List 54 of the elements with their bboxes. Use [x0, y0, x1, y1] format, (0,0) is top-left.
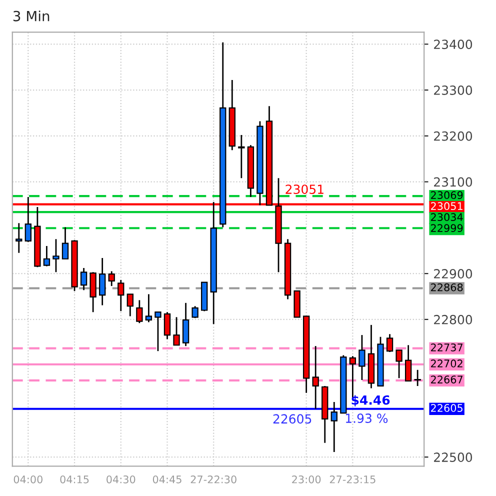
- annotation: 23051: [286, 184, 324, 194]
- candlestick: [52, 238, 60, 273]
- x-tick-label: 23:00: [292, 475, 321, 484]
- y-tick-label: 23300: [434, 86, 472, 95]
- candlestick: [173, 316, 180, 346]
- candlestick: [99, 257, 106, 306]
- ref-line-label: 22702: [431, 360, 462, 368]
- candlestick: [238, 134, 245, 179]
- candlestick: [24, 196, 32, 243]
- y-tick-label: 23200: [434, 131, 472, 141]
- ref-line-label: 22737: [431, 343, 462, 352]
- y-tick-label: 23400: [434, 40, 472, 50]
- ref-line-label: 22868: [431, 283, 463, 292]
- ref-line-label: 22667: [431, 376, 462, 384]
- ref-line-label: 23034: [431, 213, 463, 222]
- x-tick-label: 04:00: [14, 475, 42, 484]
- candlestick: [16, 222, 22, 254]
- candlestick: [118, 279, 124, 312]
- y-tick-label: 22800: [434, 314, 472, 324]
- candlestick: [62, 226, 69, 260]
- x-tick-label: 27-23:15: [330, 475, 376, 484]
- candlestick: [145, 294, 152, 323]
- ref-line-label: 23051: [431, 202, 462, 210]
- ref-line-label: 22999: [431, 224, 463, 232]
- candlestick: [182, 302, 190, 347]
- candlestick: [90, 271, 96, 313]
- candlestick: [396, 349, 402, 379]
- x-tick-label: 04:15: [60, 475, 89, 484]
- candlestick: [358, 334, 366, 381]
- candlestick: [126, 294, 134, 317]
- annotation: 22605: [273, 414, 312, 424]
- x-tick-label: 04:30: [106, 475, 136, 484]
- y-tick-label: 22900: [434, 269, 472, 278]
- candlestick: [80, 267, 88, 291]
- candlestick: [136, 299, 143, 324]
- y-tick-label: 22500: [434, 452, 472, 462]
- x-tick-label: 27-22:30: [190, 475, 236, 484]
- candlestick: [43, 245, 50, 267]
- candlestick: [192, 305, 198, 319]
- candlestick: [108, 270, 115, 287]
- chart-title: 3 Min: [13, 10, 50, 22]
- x-tick-label: 04:45: [152, 475, 182, 484]
- candlestick: [386, 333, 394, 353]
- ref-line-label: 23069: [431, 191, 463, 200]
- candlestick: [154, 311, 162, 352]
- candlestick: [414, 369, 421, 387]
- annotation: $4.46: [352, 395, 390, 406]
- ref-line-label: 22605: [431, 404, 462, 412]
- candlestick: [164, 311, 171, 340]
- annotation: 1.93 %: [346, 414, 388, 423]
- candlestick: [312, 345, 319, 410]
- candlestick: [330, 401, 338, 453]
- y-tick-label: 23100: [434, 177, 472, 187]
- candlestick: [404, 344, 412, 382]
